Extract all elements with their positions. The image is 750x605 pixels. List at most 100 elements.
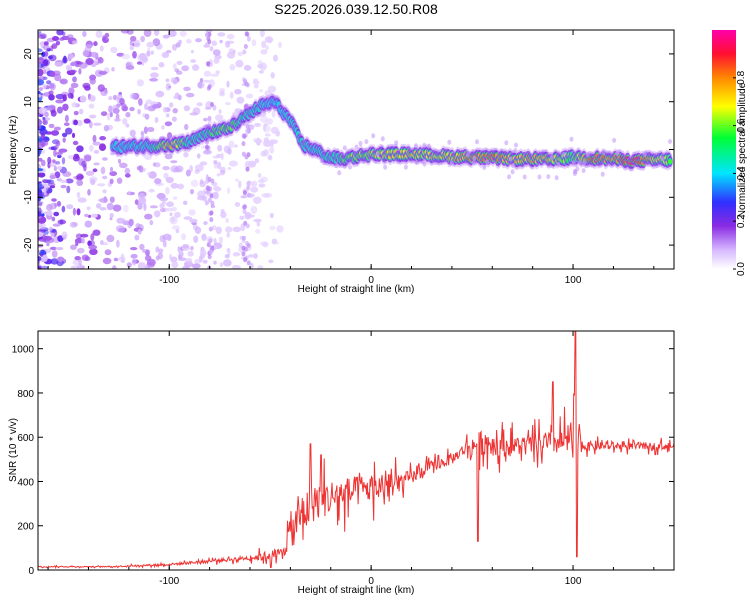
heatmap-noise-cell: [155, 255, 160, 261]
heatmap-noise-cell: [215, 70, 220, 75]
heatmap-noise-cell: [511, 163, 516, 169]
heatmap-noise-cell: [206, 242, 211, 248]
heatmap-noise-cell: [137, 228, 142, 235]
heatmap-noise-cell: [143, 30, 152, 37]
heatmap-noise-cell: [207, 186, 212, 192]
heatmap-noise-cell: [167, 132, 173, 139]
heatmap-noise-cell: [243, 44, 248, 49]
heatmap-noise-cell: [69, 53, 75, 59]
y-tick-label: 10: [23, 96, 34, 108]
heatmap-noise-cell: [162, 240, 167, 248]
heatmap-noise-cell: [185, 257, 193, 263]
heatmap-noise-cell: [98, 70, 108, 75]
heatmap-noise-cell: [38, 141, 42, 149]
heatmap-noise-cell: [99, 45, 104, 52]
heatmap-noise-cell: [194, 259, 201, 265]
heatmap-noise-cell: [163, 172, 169, 179]
heatmap-noise-cell: [43, 188, 47, 196]
snr-panel: -100 0 100 0 200 400 600 800 1000 Height of str…: [8, 330, 675, 596]
heatmap-noise-cell: [267, 85, 277, 93]
heatmap-noise-cell: [84, 44, 93, 49]
heatmap-ridge-core: [668, 159, 672, 164]
heatmap-noise-cell: [199, 161, 208, 166]
heatmap-noise-cell: [154, 117, 159, 123]
heatmap-noise-cell: [213, 160, 218, 165]
heatmap-noise-cell: [236, 96, 245, 104]
heatmap-noise-cell: [189, 189, 195, 195]
heatmap-noise-cell: [87, 240, 92, 247]
heatmap-noise-cell: [47, 156, 52, 165]
heatmap-noise-cell: [50, 45, 54, 52]
heatmap-noise-cell: [220, 209, 225, 213]
heatmap-noise-cell: [76, 61, 84, 65]
heatmap-noise-cell: [246, 192, 251, 198]
heatmap-noise-cell: [260, 49, 268, 55]
heatmap-noise-cell: [46, 210, 53, 216]
heatmap-noise-cell: [70, 265, 80, 269]
heatmap-noise-cell: [271, 238, 278, 245]
heatmap-noise-cell: [211, 40, 218, 47]
heatmap-noise-cell: [146, 258, 156, 266]
heatmap-noise-cell: [109, 152, 116, 156]
heatmap-noise-cell: [91, 51, 98, 58]
heatmap-noise-cell: [143, 203, 147, 211]
heatmap-noise-cell: [257, 64, 264, 69]
heatmap-noise-cell: [219, 262, 223, 267]
snr-background: [38, 331, 674, 570]
heatmap-noise-cell: [38, 34, 46, 39]
heatmap-noise-cell: [172, 196, 178, 200]
heatmap-noise-cell: [129, 129, 136, 137]
heatmap-noise-cell: [41, 141, 46, 148]
x-tick-label: 0: [368, 275, 374, 286]
heatmap-noise-cell: [49, 175, 57, 179]
heatmap-noise-cell: [642, 152, 647, 157]
heatmap-noise-cell: [76, 208, 81, 216]
heatmap-noise-cell: [253, 218, 262, 223]
heatmap-noise-cell: [86, 206, 91, 211]
heatmap-noise-cell: [139, 243, 145, 251]
heatmap-noise-cell: [134, 199, 139, 206]
heatmap-noise-cell: [232, 112, 237, 116]
heatmap-noise-cell: [171, 116, 177, 122]
heatmap-noise-cell: [48, 55, 53, 60]
heatmap-noise-cell: [53, 211, 60, 217]
heatmap-noise-cell: [228, 140, 235, 149]
heatmap-noise-cell: [38, 124, 42, 130]
heatmap-noise-cell: [403, 164, 408, 170]
heatmap-noise-cell: [130, 247, 138, 251]
heatmap-noise-cell: [70, 244, 77, 250]
heatmap-noise-cell: [571, 160, 576, 166]
heatmap-noise-cell: [220, 211, 227, 219]
heatmap-noise-cell: [56, 200, 62, 207]
snr-frame: [37, 330, 675, 571]
heatmap-noise-cell: [522, 174, 527, 180]
heatmap-noise-cell: [243, 257, 248, 263]
heatmap-noise-cell: [66, 34, 74, 39]
heatmap-noise-cell: [238, 180, 242, 189]
heatmap-noise-cell: [226, 80, 230, 88]
heatmap-noise-cell: [112, 107, 120, 114]
heatmap-noise-cell: [102, 257, 112, 265]
heatmap-noise-cell: [42, 116, 46, 120]
heatmap-noise-cell: [162, 34, 170, 39]
heatmap-noise-cell: [137, 53, 146, 62]
heatmap-noise-cell: [174, 211, 181, 218]
heatmap-noise-cell: [108, 96, 113, 101]
heatmap-noise-cell: [50, 258, 59, 265]
heatmap-noise-cell: [54, 61, 63, 67]
heatmap-noise-cell: [257, 60, 263, 66]
heatmap-noise-cell: [178, 250, 184, 258]
heatmap-noise-cell: [245, 223, 250, 229]
heatmap-noise-cell: [121, 53, 130, 60]
heatmap-noise-cell: [109, 171, 118, 177]
heatmap-noise-cell: [132, 51, 137, 59]
heatmap-noise-cell: [130, 253, 138, 259]
heatmap-noise-cell: [581, 168, 586, 174]
heatmap-noise-cell: [60, 179, 68, 184]
heatmap-noise-cell: [104, 249, 112, 256]
heatmap-noise-cell: [264, 192, 272, 198]
heatmap-noise-cell: [178, 39, 183, 45]
heatmap-noise-cell: [114, 118, 121, 122]
heatmap-noise-cell: [38, 62, 44, 69]
